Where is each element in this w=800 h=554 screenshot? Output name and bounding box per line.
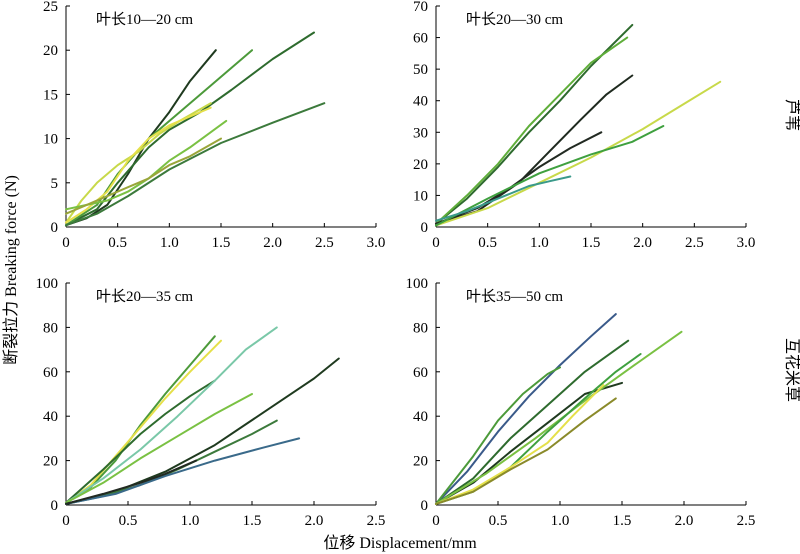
series-line-8 (435, 397, 617, 505)
series-line-1 (435, 313, 617, 505)
y-tick-label: 40 (413, 94, 428, 110)
x-tick-label: 3.0 (737, 235, 756, 251)
x-tick-label: 2.5 (737, 513, 756, 529)
chart-panel-4: 0 0.5 1.0 1.5 2.0 2.5 0 20 40 60 80 100 叶长35—50 cm (406, 276, 756, 529)
series-line-3 (65, 379, 216, 504)
series-line-4 (435, 131, 603, 225)
x-tick-label: 2.0 (675, 513, 694, 529)
x-tick-label: 2.5 (685, 235, 704, 251)
panel-title: 叶长20—35 cm (96, 288, 193, 305)
x-tick-label: 1.5 (582, 235, 601, 251)
y-tick-label: 20 (413, 454, 428, 470)
panel-title: 叶长10—20 cm (96, 11, 193, 28)
series-line-6 (435, 125, 665, 227)
series-line-7 (435, 384, 605, 505)
series-line-2 (435, 366, 561, 505)
series-line-5 (435, 80, 722, 227)
x-tick-label: 1.0 (160, 235, 179, 251)
panel-title: 叶长35—50 cm (466, 288, 563, 305)
series-line-5 (65, 393, 253, 504)
x-tick-label: 1.5 (613, 513, 632, 529)
y-tick-label: 10 (43, 132, 58, 148)
y-tick-label: 100 (36, 276, 59, 292)
y-axis-title: 断裂拉力 Breaking force (N) (2, 175, 20, 365)
x-tick-label: 0.5 (108, 235, 127, 251)
series-line-7 (65, 137, 222, 215)
x-tick-label: 2.5 (367, 513, 386, 529)
y-tick-label: 60 (413, 365, 428, 381)
y-tick-label: 0 (421, 220, 429, 236)
x-tick-label: 3.0 (367, 235, 386, 251)
x-tick-label: 2.0 (263, 235, 282, 251)
series-line-1 (435, 23, 634, 225)
chart-panel-2: 0 0.5 1.0 1.5 2.0 2.5 3.0 0 10 20 30 40 50 60 70 叶长20—3… (413, 0, 755, 251)
series-line-4 (65, 326, 278, 504)
x-tick-label: 0.5 (119, 513, 138, 529)
y-tick-label: 60 (43, 365, 58, 381)
x-axis-title: 位移 Displacement/mm (323, 534, 477, 552)
x-tick-label: 2.0 (305, 513, 324, 529)
x-tick-label: 0 (432, 235, 440, 251)
series-line-9 (65, 459, 198, 505)
x-tick-label: 0 (62, 513, 70, 529)
series-line-2 (65, 339, 222, 504)
series-line-2 (435, 36, 629, 225)
y-tick-label: 5 (51, 176, 59, 192)
series-line-8 (65, 102, 326, 227)
y-tick-label: 60 (413, 31, 428, 47)
series-line-5 (65, 106, 212, 224)
x-tick-label: 1.5 (212, 235, 231, 251)
x-tick-label: 2.0 (633, 235, 652, 251)
y-tick-label: 20 (413, 157, 428, 173)
series-line-1 (65, 49, 217, 227)
y-tick-label: 0 (51, 498, 59, 514)
y-tick-label: 70 (413, 0, 428, 15)
row-label-reed: 芦苇 (783, 99, 800, 131)
y-tick-label: 80 (413, 320, 428, 336)
x-tick-label: 2.5 (315, 235, 334, 251)
series-line-7 (435, 175, 572, 222)
x-tick-label: 1.0 (551, 513, 570, 529)
y-tick-label: 50 (413, 62, 428, 78)
y-tick-label: 25 (43, 0, 58, 15)
y-tick-label: 40 (43, 409, 58, 425)
y-tick-label: 20 (43, 43, 58, 59)
y-tick-label: 40 (413, 409, 428, 425)
y-tick-label: 10 (413, 188, 428, 204)
y-tick-label: 0 (421, 498, 429, 514)
x-tick-label: 0.5 (489, 513, 508, 529)
row-label-spartina: 互花米草 (783, 338, 800, 402)
series-line-8 (65, 437, 301, 505)
x-tick-label: 0 (432, 513, 440, 529)
series-line-6 (65, 357, 340, 505)
x-tick-label: 0 (62, 235, 70, 251)
series-line-6 (65, 119, 228, 211)
series-line-1 (65, 335, 216, 504)
panel-title: 叶长20—30 cm (466, 11, 563, 28)
y-tick-label: 20 (43, 454, 58, 470)
y-tick-label: 15 (43, 87, 58, 103)
x-tick-label: 1.0 (530, 235, 549, 251)
x-tick-label: 1.5 (243, 513, 262, 529)
series-line-7 (65, 419, 278, 505)
x-tick-label: 0.5 (478, 235, 497, 251)
chart-panel-3: 0 0.5 1.0 1.5 2.0 2.5 0 20 40 60 80 100 叶长20—35 cm (36, 276, 386, 529)
x-tick-label: 1.0 (181, 513, 200, 529)
y-tick-label: 100 (406, 276, 429, 292)
chart-panel-1: 0 0.5 1.0 1.5 2.0 2.5 3.0 0 5 10 15 20 25 叶长10—20 cm (43, 0, 385, 251)
y-tick-label: 0 (51, 220, 59, 236)
y-tick-label: 80 (43, 320, 58, 336)
series-line-3 (435, 74, 634, 225)
y-tick-label: 30 (413, 125, 428, 141)
series-line-3 (435, 339, 630, 505)
